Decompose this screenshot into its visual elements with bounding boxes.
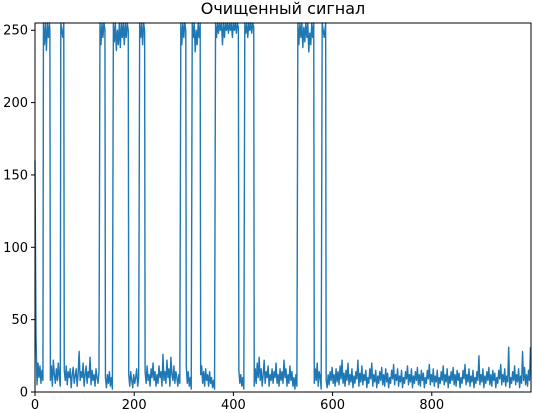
axes-frame <box>34 22 532 393</box>
x-axis: 0 200 400 600 800 <box>31 392 444 413</box>
y-axis: 0 50 100 150 200 250 <box>3 24 35 401</box>
x-tick-label: 400 <box>221 398 246 413</box>
y-tick-label: 150 <box>3 168 28 183</box>
x-tick-label: 600 <box>320 398 345 413</box>
chart-title: Очищенный сигнал <box>201 0 366 18</box>
y-tick-label: 100 <box>3 241 28 256</box>
x-tick-label: 800 <box>419 398 444 413</box>
y-tick-label: 50 <box>11 313 28 328</box>
y-tick-label: 0 <box>20 386 28 401</box>
y-tick-label: 200 <box>3 96 28 111</box>
x-tick-label: 200 <box>122 398 147 413</box>
y-tick-label: 250 <box>3 24 28 39</box>
series-line-0 <box>34 22 532 390</box>
x-tick-label: 0 <box>31 398 39 413</box>
plot-area <box>34 22 532 390</box>
